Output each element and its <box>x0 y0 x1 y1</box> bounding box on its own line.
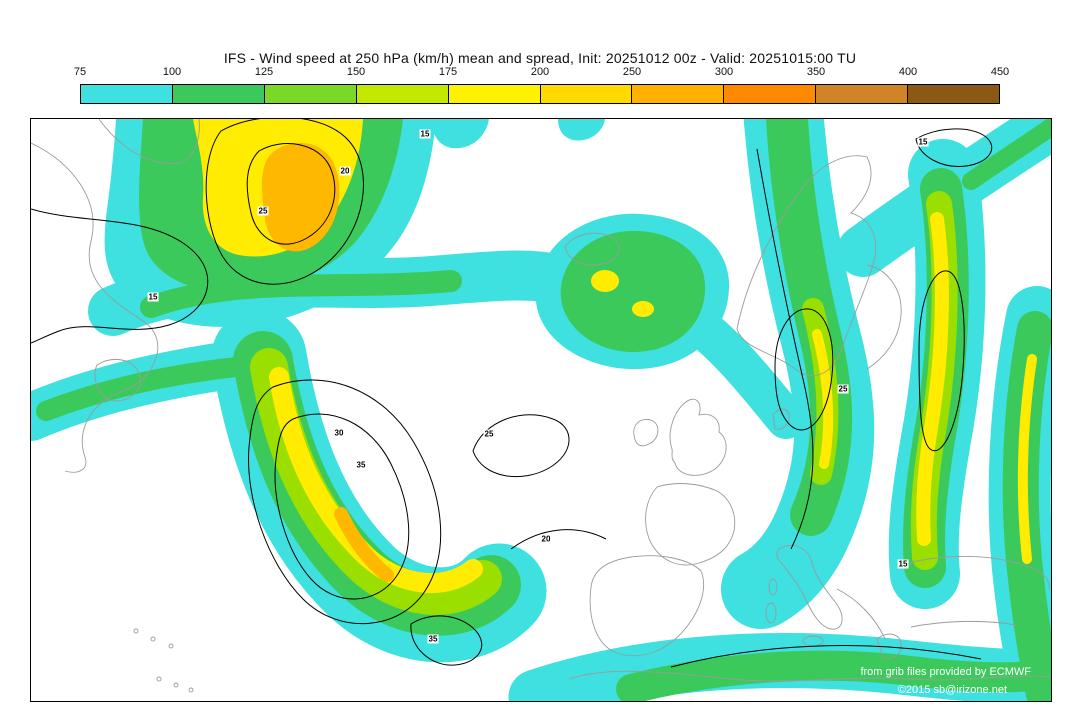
coast-black-sea <box>902 555 1050 590</box>
contour-label: 15 <box>147 292 159 302</box>
map-area: 20 25 15 30 35 25 15 25 15 15 35 20 from… <box>30 118 1052 702</box>
contour-label: 15 <box>897 559 909 569</box>
contour-label: 20 <box>339 166 351 176</box>
coast-azores <box>168 643 174 649</box>
colorbar-segment <box>448 85 541 103</box>
coast-adriatic <box>836 588 886 640</box>
contour-label: 30 <box>333 428 345 438</box>
contour-label: 20 <box>540 534 552 544</box>
colorbar-ticks: 75 100 125 150 175 200 250 300 350 400 4… <box>74 66 1009 80</box>
coast-denmark <box>772 408 790 430</box>
coast-north-africa <box>568 670 1051 682</box>
contour-label: 35 <box>355 460 367 470</box>
coast-azores <box>133 628 139 634</box>
coastlines <box>31 119 1051 693</box>
attribution-copyright: ©2015 sb@irizone.net <box>897 684 1007 696</box>
coast-greece <box>876 633 902 659</box>
coast-ireland <box>633 418 659 447</box>
colorbar-segment <box>81 85 173 103</box>
attribution-source: from grib files provided by ECMWF <box>860 666 1031 678</box>
colorbar-tick: 175 <box>438 66 458 78</box>
coast-canaries <box>156 676 162 682</box>
coast-france <box>645 483 736 566</box>
contour-label: 15 <box>419 129 431 139</box>
contour-label: 35 <box>427 634 439 644</box>
colorbar-tick: 75 <box>73 66 87 78</box>
contour-label: 15 <box>917 137 929 147</box>
coast-turkey <box>910 620 1017 628</box>
colorbar-tick: 250 <box>622 66 642 78</box>
coast-azores <box>150 636 156 642</box>
colorbar-tick: 125 <box>254 66 274 78</box>
colorbar-tick: 200 <box>530 66 550 78</box>
colorbar-tick: 150 <box>346 66 366 78</box>
contour-label: 25 <box>837 384 849 394</box>
coast-great-britain <box>669 398 727 476</box>
colorbar-segment <box>540 85 633 103</box>
colorbar <box>80 84 1000 104</box>
coast-canaries <box>173 682 179 688</box>
coast-newfoundland <box>94 358 141 402</box>
coast-corsica <box>768 578 778 596</box>
colorbar-segment <box>724 85 817 103</box>
coast-italy <box>776 545 843 630</box>
coast-north-america <box>31 142 159 473</box>
coast-scandinavia <box>736 155 877 377</box>
coast-baltic <box>866 264 902 370</box>
coast-canaries <box>188 687 194 693</box>
contour-label: 25 <box>483 429 495 439</box>
wind-fill-orange <box>261 142 394 582</box>
coast-greenland <box>98 119 200 164</box>
colorbar-segment <box>356 85 449 103</box>
contour-label: 25 <box>257 206 269 216</box>
coast-iberia <box>589 555 704 657</box>
coast-sardinia <box>765 602 777 624</box>
chart-title: IFS - Wind speed at 250 hPa (km/h) mean … <box>223 50 857 66</box>
spread-contours <box>31 119 993 668</box>
colorbar-segment <box>632 85 725 103</box>
colorbar-segment <box>908 85 1000 103</box>
colorbar-tick: 100 <box>162 66 182 78</box>
coast-iceland <box>564 232 620 266</box>
colorbar-tick: 450 <box>990 66 1010 78</box>
colorbar-tick: 300 <box>714 66 734 78</box>
wind-speed-map <box>31 119 1051 701</box>
colorbar-tick: 350 <box>806 66 826 78</box>
colorbar-segment <box>264 85 357 103</box>
colorbar-segment <box>172 85 265 103</box>
colorbar-tick: 400 <box>898 66 918 78</box>
colorbar-segment <box>816 85 909 103</box>
